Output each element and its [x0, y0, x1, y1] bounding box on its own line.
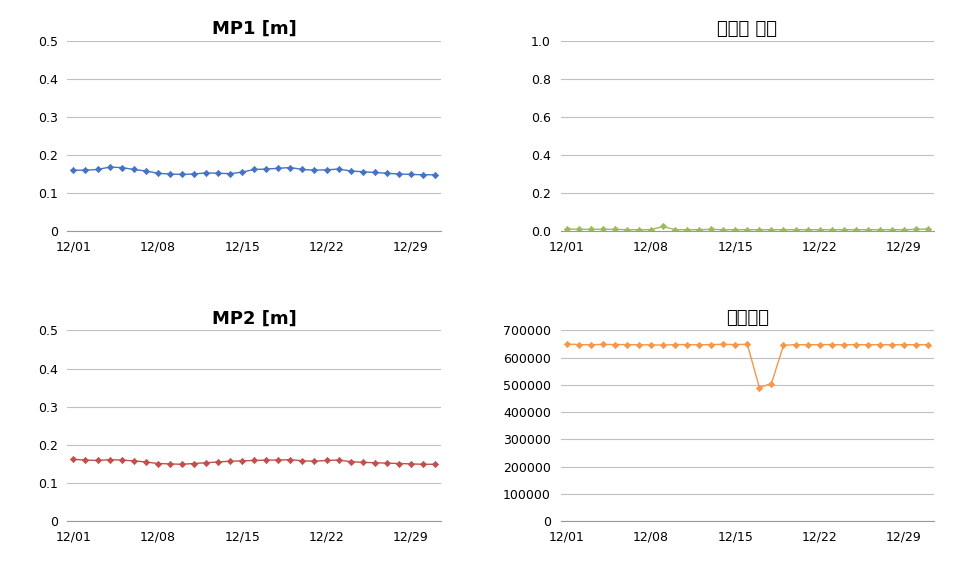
Title: MP2 [m]: MP2 [m]: [212, 309, 297, 328]
Title: 관측개수: 관측개수: [726, 309, 768, 328]
Title: MP1 [m]: MP1 [m]: [212, 20, 297, 38]
Title: 사이클 슬립: 사이클 슬립: [717, 20, 777, 38]
